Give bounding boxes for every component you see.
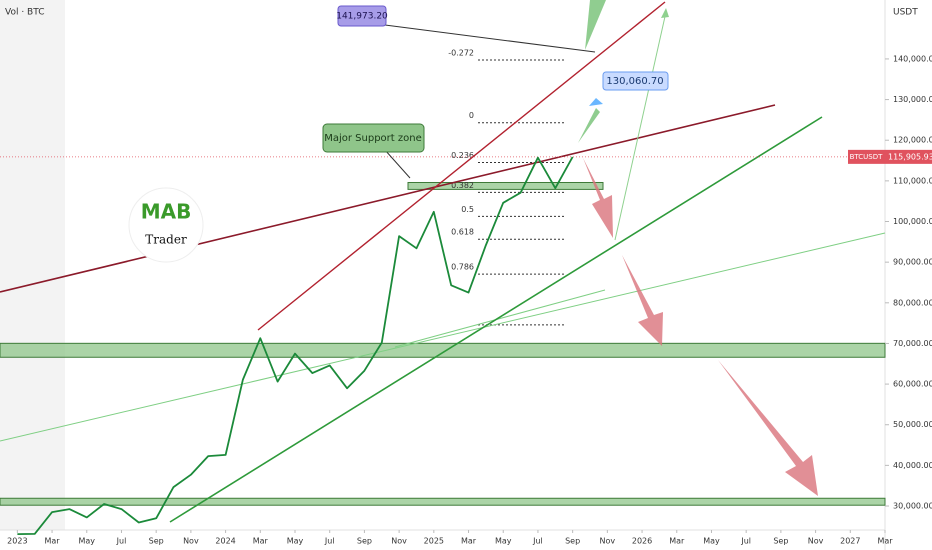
callout-box — [602, 71, 669, 91]
arrow-shape — [583, 158, 613, 238]
y-tick-label: 140,000.00 — [893, 54, 932, 63]
zones — [0, 181, 886, 506]
x-tick-label: Mar — [669, 537, 685, 546]
x-tick-label: Jul — [532, 537, 543, 546]
x-tick-label: 2023 — [7, 537, 27, 546]
trend-line — [0, 232, 886, 442]
fib-label: -0.272 — [448, 48, 474, 57]
x-tick-label: Mar — [45, 537, 61, 546]
price-tag-label: 115,905.93 — [888, 152, 932, 161]
x-tick-label: Mar — [877, 537, 893, 546]
chart-title: Vol · BTC — [5, 8, 44, 18]
x-tick-label: May — [287, 537, 304, 546]
x-tick-label: Sep — [149, 537, 164, 546]
fib-label: 0.5 — [461, 205, 474, 214]
x-tick-label: Sep — [565, 537, 580, 546]
y-tick-label: 120,000.00 — [893, 136, 932, 145]
arrow-shape — [585, 0, 606, 50]
y-tick-label: 70,000.00 — [893, 339, 932, 348]
trend-line — [394, 289, 606, 348]
shaded-region — [0, 0, 65, 530]
arrow-shape — [578, 108, 600, 143]
x-tick-label: 2027 — [840, 537, 860, 546]
x-tick-label: Jul — [324, 537, 335, 546]
fib-label: 0.382 — [451, 181, 474, 190]
y-tick-label: 130,000.00 — [893, 95, 932, 104]
price-tag — [885, 149, 932, 164]
x-tick-label: Nov — [808, 537, 824, 546]
symbol-tag — [848, 149, 885, 164]
x-tick-label: Mar — [253, 537, 269, 546]
symbol-label: BTCUSDT — [850, 153, 884, 161]
support-zone — [0, 497, 886, 506]
x-tick-label: Sep — [773, 537, 788, 546]
axes: 30,000.00 40,000.00 50,000.00 60,000.00 70,0… — [7, 54, 932, 546]
y-tick-label: 100,000.00 — [893, 217, 932, 226]
logo-text: MAB — [141, 200, 192, 224]
y-tick-label: 30,000.00 — [893, 502, 932, 511]
logo-subtext: Trader — [145, 233, 187, 247]
price-line — [17, 156, 574, 535]
x-tick-label: 2026 — [632, 537, 652, 546]
x-tick-label: Nov — [600, 537, 616, 546]
fib-label: 0.618 — [451, 228, 474, 237]
x-tick-label: Jul — [740, 537, 751, 546]
logo-circle — [128, 187, 204, 263]
x-tick-label: Nov — [391, 537, 407, 546]
arrow-head — [589, 98, 603, 106]
fib-label: 0.236 — [451, 151, 474, 160]
y-tick-label: 110,000.00 — [893, 176, 932, 185]
x-tick-label: 2025 — [424, 537, 444, 546]
pointer-line — [384, 149, 411, 179]
callout-box — [322, 123, 425, 153]
x-tick-label: Mar — [461, 537, 477, 546]
y-tick-label: 80,000.00 — [893, 298, 932, 307]
x-tick-label: Nov — [183, 537, 199, 546]
pointer-line — [384, 24, 596, 53]
arrow-shape — [622, 255, 663, 346]
x-tick-label: 2024 — [215, 537, 235, 546]
trend-line — [257, 1, 666, 331]
trend-line — [0, 104, 776, 293]
x-tick-label: May — [78, 537, 95, 546]
callout-text: 141,973.20 — [336, 12, 388, 22]
price — [0, 156, 885, 535]
support-zone — [407, 181, 604, 190]
arrow-shape — [718, 360, 818, 496]
fib-label: 0 — [469, 111, 474, 120]
y-tick-label: 40,000.00 — [893, 461, 932, 470]
x-tick-label: Jul — [116, 537, 127, 546]
y-tick-label: 90,000.00 — [893, 258, 932, 267]
x-tick-label: May — [703, 537, 720, 546]
arrow-head — [661, 8, 669, 18]
currency-label: USDT — [893, 8, 918, 18]
support-zone — [0, 342, 886, 358]
y-tick-label: 60,000.00 — [893, 380, 932, 389]
callout-text: Major Support zone — [324, 133, 422, 144]
callout-box — [337, 5, 387, 27]
arrow-line — [614, 11, 667, 241]
fib: -0.272 0 0.236 0.382 0.5 0.618 0.786 — [448, 48, 566, 326]
y-tick-label: 50,000.00 — [893, 420, 932, 429]
trend-line — [169, 116, 823, 523]
fib-label: 0.786 — [451, 263, 474, 272]
x-tick-label: May — [495, 537, 512, 546]
callout-text: 130,060.70 — [606, 76, 663, 87]
x-tick-label: Sep — [357, 537, 372, 546]
